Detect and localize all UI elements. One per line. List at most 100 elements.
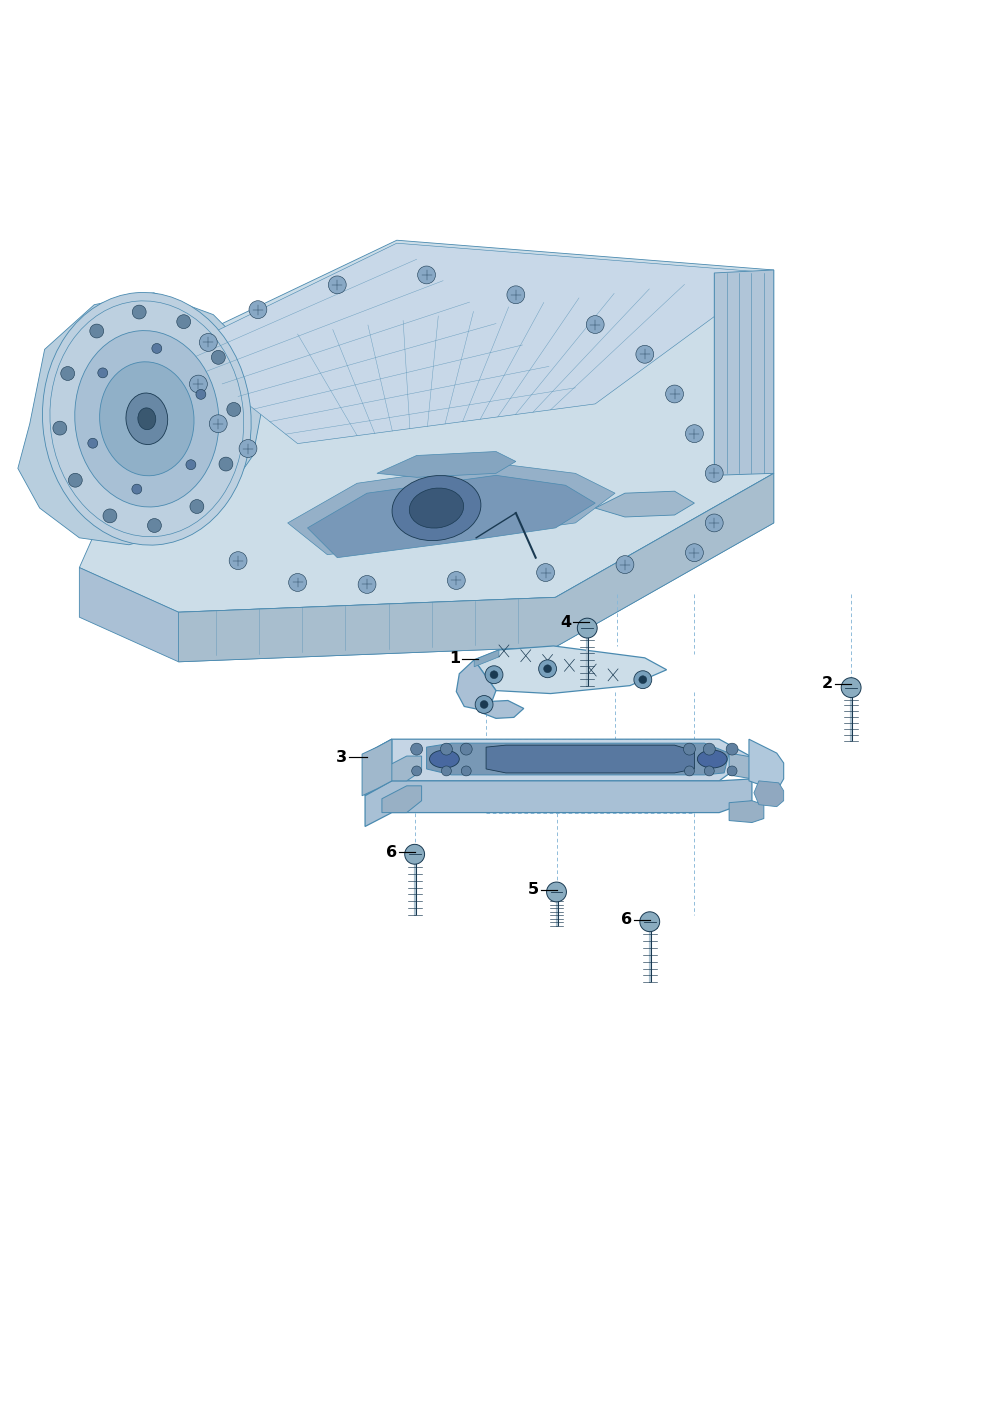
Polygon shape xyxy=(79,473,774,662)
Polygon shape xyxy=(754,781,784,807)
Circle shape xyxy=(68,473,82,487)
Circle shape xyxy=(639,676,647,683)
Circle shape xyxy=(90,324,104,338)
Circle shape xyxy=(103,509,117,523)
Circle shape xyxy=(418,267,435,283)
Circle shape xyxy=(199,334,217,351)
Circle shape xyxy=(586,316,604,334)
Text: 6: 6 xyxy=(621,912,632,927)
Circle shape xyxy=(412,766,422,776)
Circle shape xyxy=(447,571,465,589)
Polygon shape xyxy=(79,240,774,612)
Circle shape xyxy=(440,744,452,755)
Circle shape xyxy=(539,659,557,678)
Polygon shape xyxy=(362,739,392,796)
Text: 3: 3 xyxy=(336,749,347,765)
Polygon shape xyxy=(456,659,496,711)
Polygon shape xyxy=(179,243,774,443)
Circle shape xyxy=(616,556,634,574)
Ellipse shape xyxy=(74,331,219,506)
Circle shape xyxy=(685,425,703,442)
Circle shape xyxy=(61,366,74,380)
Circle shape xyxy=(239,439,257,457)
Circle shape xyxy=(289,574,307,592)
Polygon shape xyxy=(595,491,694,516)
Circle shape xyxy=(490,671,498,679)
Circle shape xyxy=(249,300,267,318)
Circle shape xyxy=(480,700,488,709)
Circle shape xyxy=(441,766,451,776)
Ellipse shape xyxy=(410,488,463,528)
Circle shape xyxy=(705,513,723,532)
Circle shape xyxy=(475,696,493,713)
Circle shape xyxy=(411,744,423,755)
Polygon shape xyxy=(377,452,516,477)
Circle shape xyxy=(132,304,146,318)
Polygon shape xyxy=(18,293,263,544)
Circle shape xyxy=(704,766,714,776)
Circle shape xyxy=(196,390,206,400)
Circle shape xyxy=(683,744,695,755)
Circle shape xyxy=(405,845,425,864)
Ellipse shape xyxy=(392,476,481,540)
Text: 5: 5 xyxy=(528,882,539,898)
Polygon shape xyxy=(365,739,752,781)
Circle shape xyxy=(189,499,203,513)
Circle shape xyxy=(577,619,597,638)
Polygon shape xyxy=(365,779,752,826)
Circle shape xyxy=(634,671,652,689)
Circle shape xyxy=(98,368,108,377)
Circle shape xyxy=(705,464,723,483)
Text: 1: 1 xyxy=(449,651,460,666)
Text: 6: 6 xyxy=(386,845,397,860)
Ellipse shape xyxy=(126,393,168,445)
Polygon shape xyxy=(382,786,422,812)
Circle shape xyxy=(547,882,566,902)
Circle shape xyxy=(328,276,346,293)
Polygon shape xyxy=(179,473,774,662)
Polygon shape xyxy=(365,739,392,796)
Ellipse shape xyxy=(430,751,459,767)
Circle shape xyxy=(189,375,207,393)
Circle shape xyxy=(726,744,738,755)
Circle shape xyxy=(727,766,737,776)
Circle shape xyxy=(177,314,190,328)
Circle shape xyxy=(685,544,703,561)
Circle shape xyxy=(485,666,503,683)
Polygon shape xyxy=(729,753,764,779)
Circle shape xyxy=(544,665,552,672)
Ellipse shape xyxy=(43,292,251,546)
Text: 2: 2 xyxy=(822,676,833,692)
Circle shape xyxy=(460,744,472,755)
Polygon shape xyxy=(382,756,422,781)
Circle shape xyxy=(152,344,162,354)
Circle shape xyxy=(507,286,525,303)
Circle shape xyxy=(148,519,162,533)
Polygon shape xyxy=(474,650,499,666)
Polygon shape xyxy=(749,739,784,791)
Circle shape xyxy=(209,415,227,432)
Circle shape xyxy=(186,460,195,470)
Circle shape xyxy=(703,744,715,755)
Polygon shape xyxy=(308,476,595,557)
Circle shape xyxy=(358,575,376,593)
Text: 4: 4 xyxy=(560,615,571,630)
Circle shape xyxy=(211,351,225,365)
Circle shape xyxy=(841,678,861,697)
Circle shape xyxy=(640,912,660,932)
Polygon shape xyxy=(288,463,615,554)
Circle shape xyxy=(666,384,683,403)
Ellipse shape xyxy=(138,408,156,429)
Ellipse shape xyxy=(99,362,194,476)
Ellipse shape xyxy=(697,751,727,767)
Circle shape xyxy=(636,345,654,363)
Circle shape xyxy=(53,421,66,435)
Circle shape xyxy=(229,551,247,570)
Circle shape xyxy=(684,766,694,776)
Circle shape xyxy=(227,403,241,417)
Polygon shape xyxy=(729,801,764,822)
Polygon shape xyxy=(427,744,729,774)
Circle shape xyxy=(537,564,555,581)
Polygon shape xyxy=(752,758,777,793)
Polygon shape xyxy=(474,645,667,693)
